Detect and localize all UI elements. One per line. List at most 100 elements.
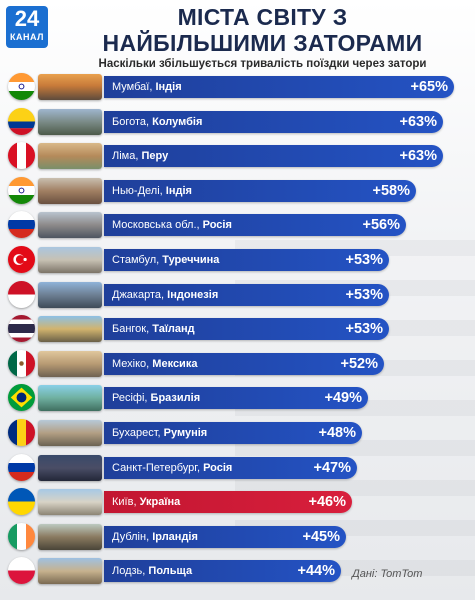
bar-label: Стамбул, Туреччина [112, 254, 220, 266]
flag-romania-icon [8, 419, 35, 446]
city-photo [38, 74, 102, 100]
country-name: Україна [139, 496, 181, 509]
chart-row: Мумбаї, Індія +65% [0, 73, 475, 100]
bar-label: Ресіфі, Бразилія [112, 392, 201, 405]
bar [104, 318, 389, 341]
chart-row: Ресіфі, Бразилія +49% [0, 384, 475, 412]
data-label: +52% [340, 355, 379, 372]
city-name: Мехіко [112, 357, 147, 370]
bar [104, 525, 346, 548]
bar-label: Мехіко, Мексика [112, 357, 198, 370]
bar [104, 422, 362, 444]
country-name: Польща [148, 565, 193, 578]
city-photo [38, 143, 102, 170]
data-label: +44% [297, 563, 336, 580]
city-name: Стамбул [112, 254, 157, 266]
logo-word: КАНАЛ [10, 32, 44, 42]
flag-poland-icon [8, 557, 35, 585]
city-name: Київ [112, 496, 134, 509]
bar [104, 179, 416, 202]
chart-row: Дублін, Ірландія +45% [0, 522, 475, 550]
country-name: Ірландія [152, 530, 198, 543]
bar [104, 387, 368, 410]
flag-brazil-icon [8, 384, 35, 412]
chart-row: Нью-Делі, Індія +58% [0, 176, 475, 204]
country-name: Індонезія [167, 288, 219, 301]
country-name: Колумбія [152, 115, 203, 128]
channel-logo: 24 КАНАЛ [6, 6, 48, 48]
chart-row: Московська обл., Росія +56% [0, 211, 475, 239]
title-line-1: МІСТА СВІТУ З [177, 4, 348, 30]
data-label: +63% [399, 148, 438, 165]
city-photo [38, 558, 102, 585]
city-name: Московська обл. [112, 219, 197, 232]
city-name: Ліма [112, 150, 136, 163]
data-label: +65% [410, 79, 449, 95]
logo-number: 24 [14, 6, 40, 31]
bar [104, 283, 389, 306]
city-photo [38, 454, 102, 481]
data-label: +49% [324, 390, 363, 407]
data-label: +45% [302, 528, 341, 545]
city-name: Джакарта [112, 288, 162, 301]
flag-russia-icon [8, 453, 35, 481]
bar-label: Лодзь, Польща [112, 565, 193, 578]
chart-row: Ліма, Перу +63% [0, 142, 475, 170]
data-label: +47% [313, 459, 352, 476]
city-name: Бангок [112, 323, 147, 336]
country-name: Таїланд [152, 323, 195, 336]
bar-label: Мумбаї, Індія [112, 81, 182, 93]
bar [104, 560, 341, 583]
country-name: Мексика [152, 357, 198, 370]
data-label: +46% [308, 494, 347, 511]
city-photo [38, 212, 102, 239]
city-photo [38, 108, 102, 135]
chart-row: Лодзь, Польща +44% [0, 557, 475, 585]
flag-thailand-icon [8, 315, 35, 343]
title-line-2: НАЙБІЛЬШИМИ ЗАТОРАМИ [102, 30, 423, 56]
flag-indonesia-icon [8, 280, 35, 308]
city-name: Богота [112, 115, 147, 128]
bar-label: Бухарест, Румунія [112, 427, 208, 439]
city-photo [38, 247, 102, 273]
city-name: Нью-Делі [112, 184, 160, 197]
city-name: Бухарест [112, 427, 158, 439]
city-photo [38, 489, 102, 516]
data-label: +63% [399, 113, 438, 130]
country-name: Перу [141, 150, 169, 163]
city-photo [38, 350, 102, 377]
chart-row: Київ, Україна +46% [0, 488, 475, 516]
city-name: Дублін [112, 530, 147, 543]
data-label: +53% [345, 252, 384, 268]
page-title: МІСТА СВІТУ З НАЙБІЛЬШИМИ ЗАТОРАМИ [56, 4, 469, 56]
flag-turkey-icon [8, 246, 35, 273]
bar-label: Богота, Колумбія [112, 115, 203, 128]
chart-row: Санкт-Петербург, Росія +47% [0, 453, 475, 481]
data-label: +58% [372, 182, 411, 199]
bar [104, 249, 389, 271]
city-name: Санкт-Петербург [112, 461, 197, 474]
bar [104, 214, 406, 237]
data-credit: Дані: TomTom [352, 568, 423, 580]
bar [104, 76, 454, 98]
country-name: Індія [165, 184, 192, 197]
data-label: +48% [318, 425, 357, 441]
city-photo [38, 523, 102, 550]
city-name: Ресіфі [112, 392, 145, 405]
bar-label: Санкт-Петербург, Росія [112, 461, 233, 474]
flag-mexico-icon [8, 349, 35, 377]
flag-ukraine-icon [8, 488, 35, 516]
bar [104, 145, 443, 168]
bar [104, 352, 384, 375]
city-photo [38, 281, 102, 308]
city-photo [38, 420, 102, 446]
country-name: Індія [155, 81, 182, 93]
country-name: Румунія [163, 427, 208, 439]
chart-row: Бухарест, Румунія +48% [0, 419, 475, 446]
bar [104, 110, 443, 133]
data-label: +53% [345, 321, 384, 338]
page-subtitle: Наскільки збільшується тривалість поїздк… [98, 58, 427, 70]
data-label: +56% [362, 217, 401, 234]
country-name: Росія [202, 219, 232, 232]
